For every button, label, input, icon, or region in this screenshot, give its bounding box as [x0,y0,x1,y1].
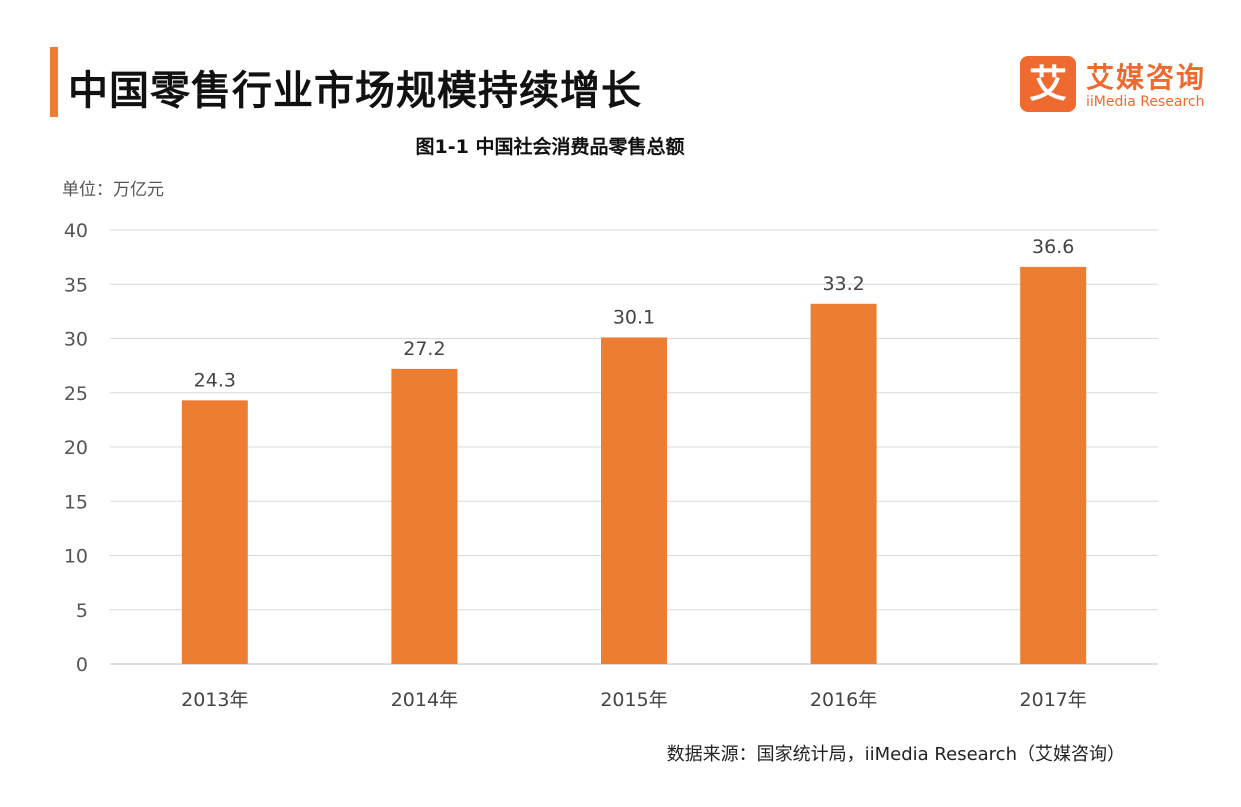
y-tick-label: 10 [64,546,88,568]
y-tick-label: 5 [76,600,88,622]
y-tick-label: 40 [64,220,88,242]
x-tick-label: 2013年 [181,689,248,711]
unit-label: 单位：万亿元 [62,180,164,200]
brand-logo: 艾 艾媒咨询 iiMedia Research [1020,56,1220,114]
chart-title: 图1-1 中国社会消费品零售总额 [415,136,685,158]
y-tick-label: 20 [64,437,88,459]
y-axis-tick-labels: 0 5 10 15 20 25 30 35 40 [64,220,88,676]
bars [181,266,1087,664]
y-tick-label: 35 [64,274,88,296]
value-label: 36.6 [1032,236,1074,258]
bar [810,303,877,664]
y-tick-label: 0 [76,654,88,676]
value-label: 30.1 [613,306,655,328]
y-tick-label: 15 [64,491,88,513]
value-label: 27.2 [403,338,445,360]
title-accent-bar [50,47,58,117]
logo-name-cn: 艾媒咨询 [1086,61,1207,94]
x-axis-tick-labels: 2013年 2014年 2015年 2016年 2017年 [181,689,1087,711]
x-tick-label: 2015年 [600,689,667,711]
y-tick-label: 25 [64,383,88,405]
bar [181,400,248,664]
y-tick-label: 30 [64,329,88,351]
logo-mark-icon: 艾 [1020,56,1076,112]
x-tick-label: 2016年 [810,689,877,711]
value-label: 33.2 [822,273,864,295]
value-label: 24.3 [194,369,236,391]
logo-name-en: iiMedia Research [1086,94,1205,110]
value-labels: 24.3 27.2 30.1 33.2 36.6 [194,236,1075,391]
x-tick-label: 2017年 [1020,689,1087,711]
bar [1020,266,1087,664]
bar [391,368,458,664]
page-title: 中国零售行业市场规模持续增长 [68,68,642,114]
bar [601,337,667,664]
data-source-note: 数据来源：国家统计局，iiMedia Research（艾媒咨询） [666,744,1125,765]
x-tick-label: 2014年 [391,689,458,711]
